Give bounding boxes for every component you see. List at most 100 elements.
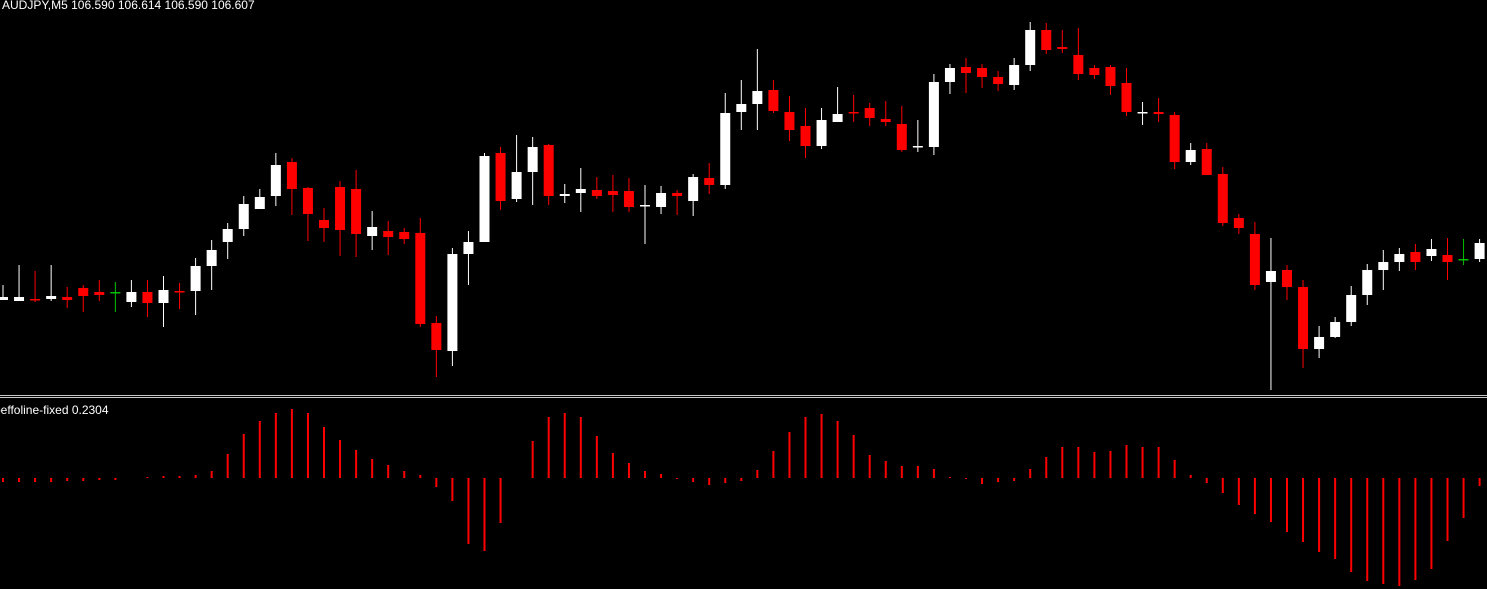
candle	[1265, 238, 1276, 390]
candle	[1009, 58, 1020, 90]
symbol-ohlc-label: AUDJPY,M5 106.590 106.614 106.590 106.60…	[2, 0, 255, 12]
candle	[961, 58, 971, 93]
candle-body	[0, 297, 8, 300]
candle-body	[1025, 30, 1036, 65]
candle-body	[335, 187, 346, 230]
candle-body	[1201, 149, 1212, 175]
candle	[399, 228, 410, 244]
candle-body	[62, 297, 73, 300]
candle-body	[704, 178, 715, 185]
candle	[800, 108, 811, 158]
candle	[1442, 238, 1453, 280]
candle-body	[158, 290, 169, 303]
candle-body	[575, 189, 586, 193]
candle	[768, 80, 779, 113]
candle	[1137, 102, 1148, 125]
candle	[944, 64, 955, 94]
candle-body	[977, 68, 988, 77]
candle-body	[206, 250, 217, 266]
candle-body	[14, 297, 25, 301]
candle	[351, 170, 362, 257]
top-panel-separator[interactable]	[0, 395, 1487, 396]
candle-body	[286, 162, 297, 189]
candle	[896, 106, 907, 152]
candle-body	[1314, 337, 1325, 349]
candle-body	[1233, 218, 1244, 228]
candle-body	[672, 193, 683, 196]
candle	[1057, 30, 1068, 53]
candle	[752, 49, 763, 130]
candle-body	[511, 172, 522, 199]
candle	[1346, 286, 1357, 326]
candle-body	[656, 193, 667, 207]
candle	[174, 283, 185, 309]
candle	[30, 271, 41, 302]
candle-body	[1378, 262, 1389, 270]
candle	[495, 147, 506, 210]
candle-body	[961, 67, 971, 73]
candle-body	[1458, 259, 1469, 261]
candle	[286, 158, 297, 215]
candle	[1105, 65, 1116, 95]
candle	[543, 144, 554, 205]
candle	[254, 189, 265, 209]
candle	[1121, 68, 1132, 116]
candle-body	[94, 292, 105, 295]
candle	[848, 95, 859, 122]
candle	[1153, 98, 1164, 122]
candle	[1185, 143, 1196, 165]
candle-body	[447, 254, 458, 351]
candle	[704, 163, 715, 194]
candle	[688, 174, 699, 216]
candle	[1378, 250, 1389, 290]
candle-body	[912, 146, 923, 148]
candle	[880, 101, 891, 126]
candle	[479, 153, 490, 242]
candle	[463, 231, 474, 285]
candle-body	[495, 153, 506, 201]
candle	[238, 196, 249, 236]
candle	[270, 153, 281, 206]
candle	[623, 178, 634, 212]
candle-body	[880, 119, 891, 122]
candle-body	[238, 204, 249, 229]
candle-body	[367, 227, 378, 236]
candle	[1025, 22, 1036, 71]
candle	[1394, 248, 1405, 271]
candle-body	[1474, 243, 1485, 259]
candle-body	[1394, 254, 1405, 262]
candle-body	[816, 120, 827, 146]
candle	[656, 186, 667, 214]
candle-body	[1105, 67, 1116, 86]
candle-body	[190, 266, 201, 291]
candle-body	[1442, 255, 1453, 262]
candle-body	[944, 68, 955, 82]
candle	[928, 74, 939, 155]
candle	[816, 108, 827, 149]
candle	[142, 280, 153, 317]
candle	[431, 316, 442, 377]
candle-body	[302, 188, 313, 214]
candle-body	[254, 197, 265, 209]
candle-body	[415, 233, 426, 324]
candle	[383, 221, 394, 255]
candle	[784, 96, 795, 141]
candle	[110, 282, 121, 312]
candle	[302, 187, 313, 241]
indicator-panel-separator[interactable]	[0, 397, 1487, 398]
candle	[447, 248, 458, 366]
candle-body	[270, 165, 281, 196]
candle-body	[126, 292, 137, 302]
candle	[1474, 239, 1485, 262]
candle-body	[1282, 270, 1292, 287]
candle	[319, 208, 329, 242]
candles-layer	[0, 22, 1485, 390]
candle	[222, 223, 233, 259]
candle	[1089, 65, 1100, 79]
candle-body	[351, 189, 362, 234]
candle-body	[1410, 252, 1421, 262]
candle-body	[1330, 322, 1341, 337]
candle	[94, 280, 105, 301]
